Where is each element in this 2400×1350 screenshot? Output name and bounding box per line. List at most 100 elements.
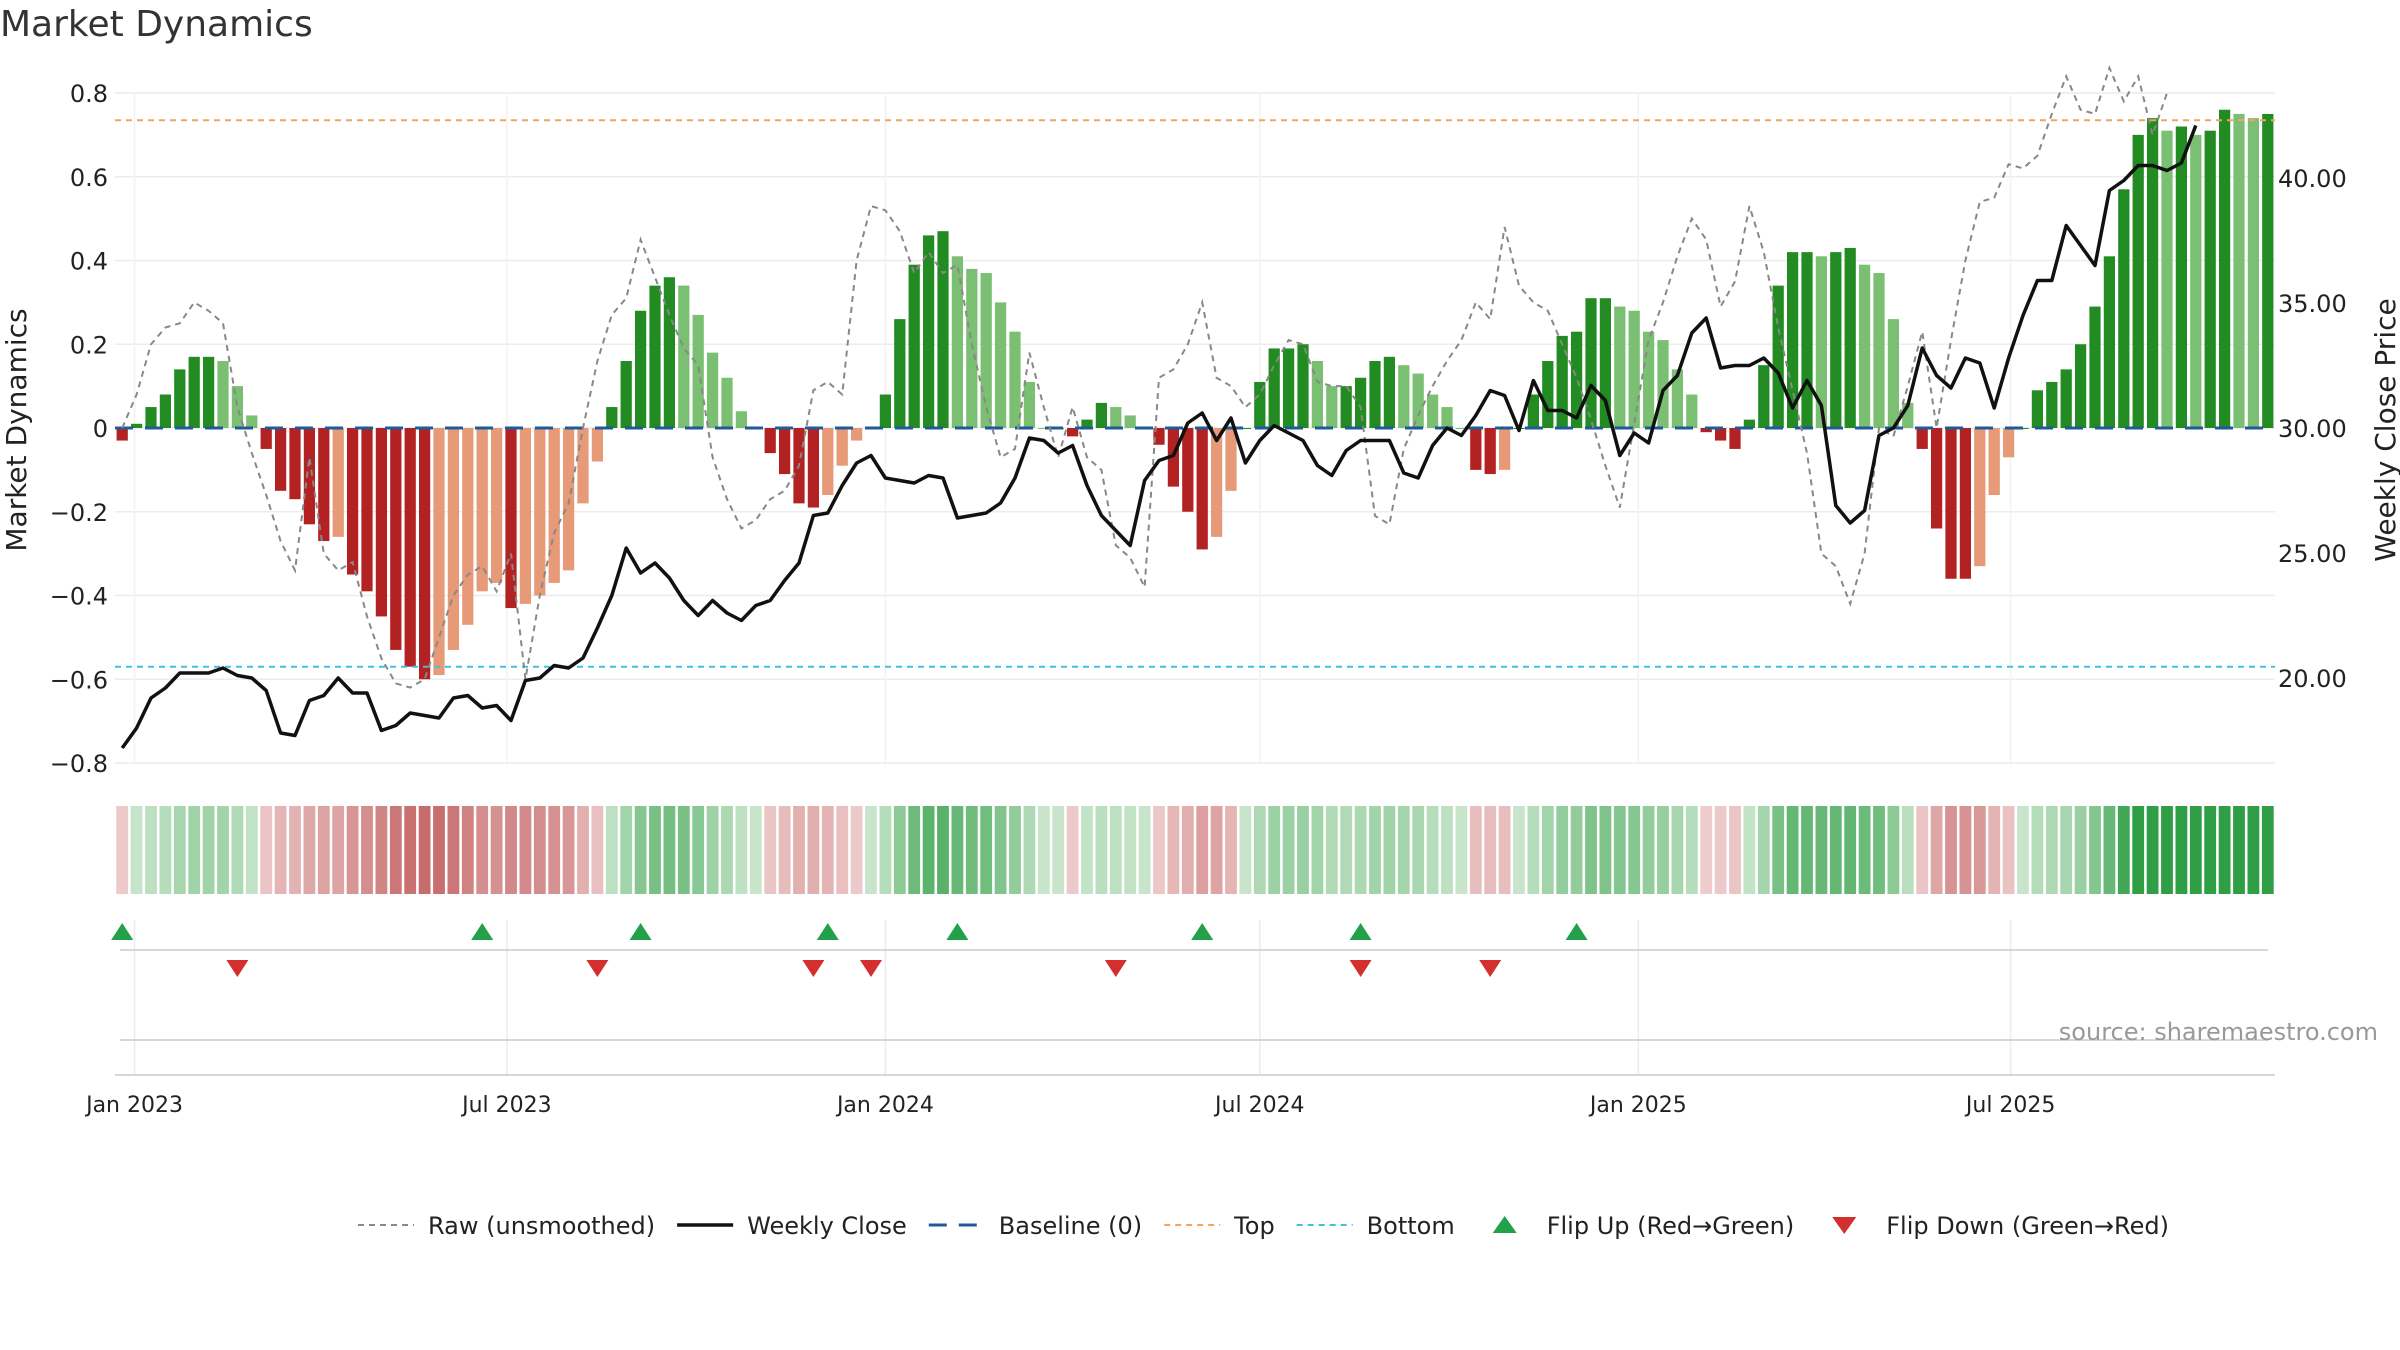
- heat-cell: [807, 806, 820, 894]
- bar: [1758, 365, 1770, 428]
- heat-cell: [1181, 806, 1194, 894]
- heat-cell: [1124, 806, 1137, 894]
- bar: [202, 356, 215, 428]
- heat-cell: [2189, 806, 2202, 894]
- heat-cell: [1311, 806, 1324, 894]
- bar: [2103, 256, 2116, 428]
- bar: [1081, 419, 1093, 428]
- heat-cell: [2060, 806, 2073, 894]
- heat-cell: [404, 806, 417, 894]
- heat-cell: [1066, 806, 1079, 894]
- heat-cell: [433, 806, 445, 894]
- heat-cell: [418, 806, 431, 894]
- bar: [1426, 394, 1439, 428]
- bar: [2031, 390, 2044, 428]
- heat-cell: [2218, 806, 2231, 894]
- y-tick-label-left: −0.2: [50, 499, 108, 527]
- heat-cell: [1801, 806, 1813, 894]
- bar: [1657, 340, 1669, 428]
- bar: [1671, 369, 1684, 428]
- flip-up-marker: [946, 923, 969, 940]
- bar: [1110, 407, 1122, 428]
- bar: [663, 277, 676, 428]
- bar: [303, 428, 316, 525]
- heat-cell: [1585, 806, 1597, 894]
- bar: [1628, 310, 1640, 428]
- y-axis-left-label: Market Dynamics: [0, 308, 33, 551]
- heat-cell: [303, 806, 316, 894]
- heat-cell: [1297, 806, 1309, 894]
- heat-cell: [447, 806, 460, 894]
- raw-line: [121, 65, 2168, 689]
- bar: [951, 256, 964, 428]
- heat-cell: [764, 806, 777, 894]
- heat-cell: [1138, 806, 1151, 894]
- flip-up-marker: [1191, 923, 1214, 940]
- heat-cell: [865, 806, 877, 894]
- bar: [1239, 428, 1252, 429]
- heat-cell: [1268, 806, 1281, 894]
- bar: [145, 407, 157, 428]
- bar: [1959, 428, 1972, 579]
- flip-up-marker: [816, 923, 839, 940]
- heat-cell: [1109, 806, 1122, 894]
- bar: [2060, 369, 2072, 428]
- heat-cell: [1757, 806, 1770, 894]
- bar: [735, 411, 748, 428]
- heat-cell: [1513, 806, 1525, 894]
- heat-cell: [375, 806, 388, 894]
- bar: [174, 369, 186, 428]
- bar: [346, 428, 359, 575]
- bar: [1498, 428, 1511, 470]
- flip-down-marker: [586, 960, 609, 977]
- bar: [2146, 118, 2159, 428]
- heat-cell: [1642, 806, 1655, 894]
- flip-panel: [111, 920, 2275, 1076]
- heat-cell: [2089, 806, 2101, 894]
- bar: [1009, 331, 1021, 428]
- heat-cell: [1484, 806, 1497, 894]
- bar: [130, 423, 143, 428]
- y-tick-label-left: −0.8: [50, 750, 108, 778]
- bar: [1916, 428, 1928, 449]
- heat-cell: [1340, 806, 1353, 894]
- bar: [620, 361, 632, 428]
- heat-cell: [1369, 806, 1381, 894]
- heat-cell: [116, 806, 129, 894]
- heat-cell: [1786, 806, 1799, 894]
- heat-cell: [245, 806, 258, 894]
- x-tick-label: Jul 2023: [460, 1093, 552, 1118]
- bar: [318, 428, 330, 542]
- x-tick-label: Jan 2024: [835, 1093, 934, 1118]
- bar: [548, 428, 560, 583]
- source-note: source: sharemaestro.com: [2059, 1018, 2378, 1046]
- heat-cell: [361, 806, 373, 894]
- heat-cell: [1887, 806, 1900, 894]
- heat-cell: [577, 806, 589, 894]
- bar: [2218, 109, 2231, 428]
- heat-cell: [620, 806, 633, 894]
- bar: [807, 428, 820, 508]
- heat-cell: [922, 806, 935, 894]
- bar: [1844, 247, 1856, 428]
- heat-cell: [663, 806, 676, 894]
- bar: [260, 428, 272, 449]
- line-series: [120, 65, 2198, 750]
- chart-title: Market Dynamics: [0, 4, 313, 45]
- heat-cell: [605, 806, 618, 894]
- heat-cell: [1412, 806, 1425, 894]
- bar: [649, 285, 661, 428]
- heat-cell: [490, 806, 503, 894]
- bar: [634, 310, 647, 428]
- bar: [1038, 428, 1050, 429]
- heat-cell: [1037, 806, 1050, 894]
- heat-cell: [2261, 806, 2274, 894]
- bar: [778, 428, 791, 475]
- bar: [850, 428, 863, 441]
- heat-cell: [2161, 806, 2173, 894]
- bar: [1830, 252, 1842, 428]
- heat-cell: [1685, 806, 1698, 894]
- heat-cell: [836, 806, 849, 894]
- legend-label: Raw (unsmoothed): [428, 1212, 655, 1240]
